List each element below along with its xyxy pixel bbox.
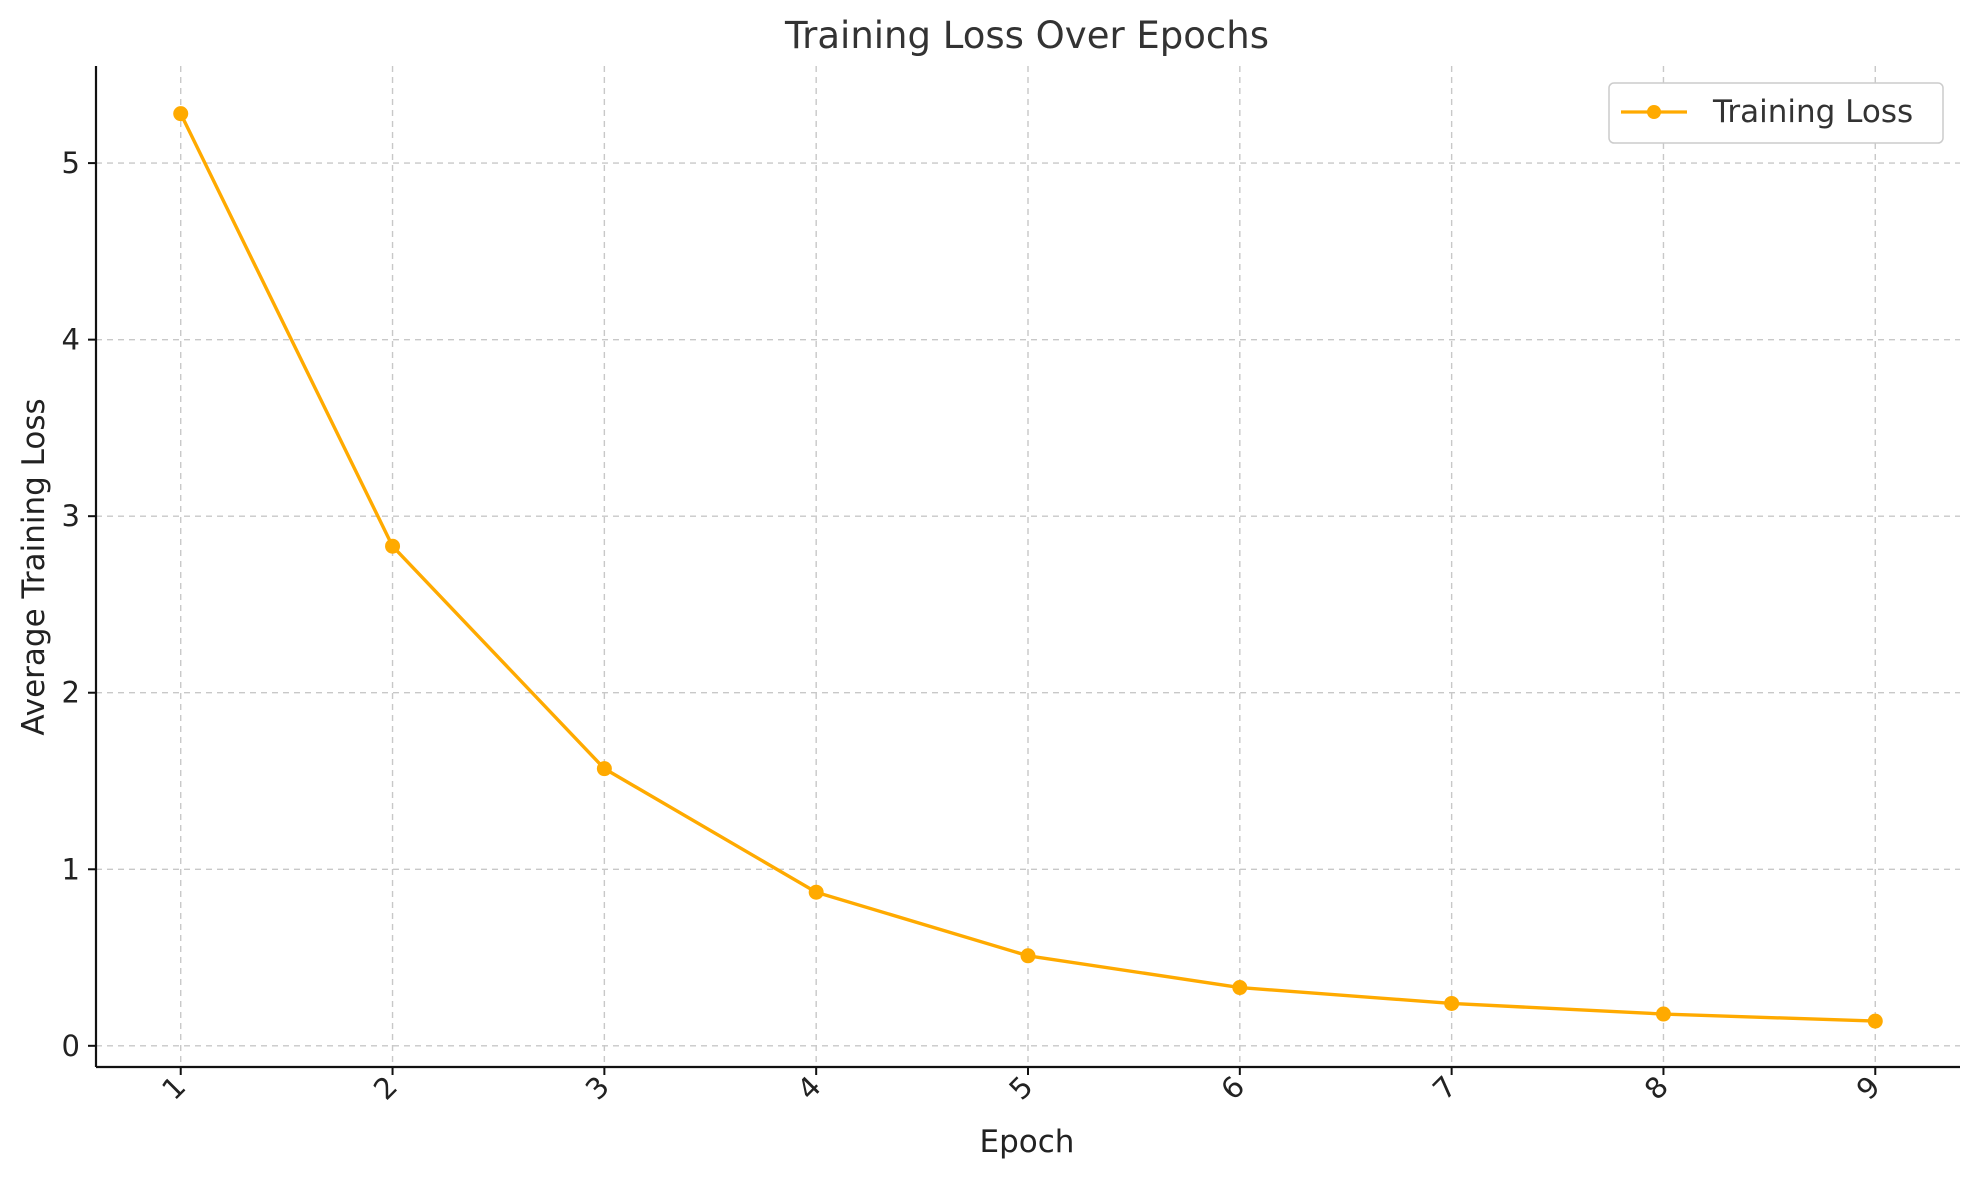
x-tick-label: 3 xyxy=(579,1069,616,1106)
data-point xyxy=(385,538,401,554)
y-tick-label: 4 xyxy=(62,323,80,357)
x-tick-label: 2 xyxy=(367,1069,404,1106)
x-tick-label: 4 xyxy=(791,1069,828,1106)
legend-frame xyxy=(1608,82,1944,144)
y-tick-label: 5 xyxy=(62,146,80,180)
x-axis-ticks: 1 2 3 4 5 6 7 8 9 xyxy=(155,1067,1887,1106)
data-point xyxy=(173,106,189,122)
series-layer xyxy=(173,106,1883,1029)
data-point xyxy=(1020,948,1036,964)
x-axis-label: Epoch xyxy=(980,1124,1075,1160)
x-tick-label: 9 xyxy=(1850,1069,1887,1106)
data-point xyxy=(1655,1006,1671,1022)
y-tick-label: 3 xyxy=(62,499,80,533)
data-point xyxy=(1867,1013,1883,1029)
y-tick-label: 2 xyxy=(62,676,80,710)
y-axis-label: Average Training Loss xyxy=(16,398,52,735)
x-tick-label: 8 xyxy=(1638,1069,1675,1106)
data-point xyxy=(596,761,612,777)
x-tick-label: 6 xyxy=(1214,1069,1251,1106)
legend: Training Loss xyxy=(1608,82,1944,144)
y-tick-label: 1 xyxy=(62,852,80,886)
x-tick-label: 5 xyxy=(1002,1069,1039,1106)
legend-marker-swatch xyxy=(1647,105,1661,119)
x-tick-label: 7 xyxy=(1426,1069,1463,1106)
data-point xyxy=(808,884,824,900)
data-point xyxy=(1232,980,1248,996)
x-tick-label: 1 xyxy=(155,1069,192,1106)
y-tick-label: 0 xyxy=(62,1029,80,1063)
grid xyxy=(96,66,1960,1067)
chart-title: Training Loss Over Epochs xyxy=(784,14,1269,57)
legend-label: Training Loss xyxy=(1712,94,1913,130)
y-axis-ticks: 0 1 2 3 4 5 xyxy=(62,146,96,1063)
data-point xyxy=(1444,995,1460,1011)
